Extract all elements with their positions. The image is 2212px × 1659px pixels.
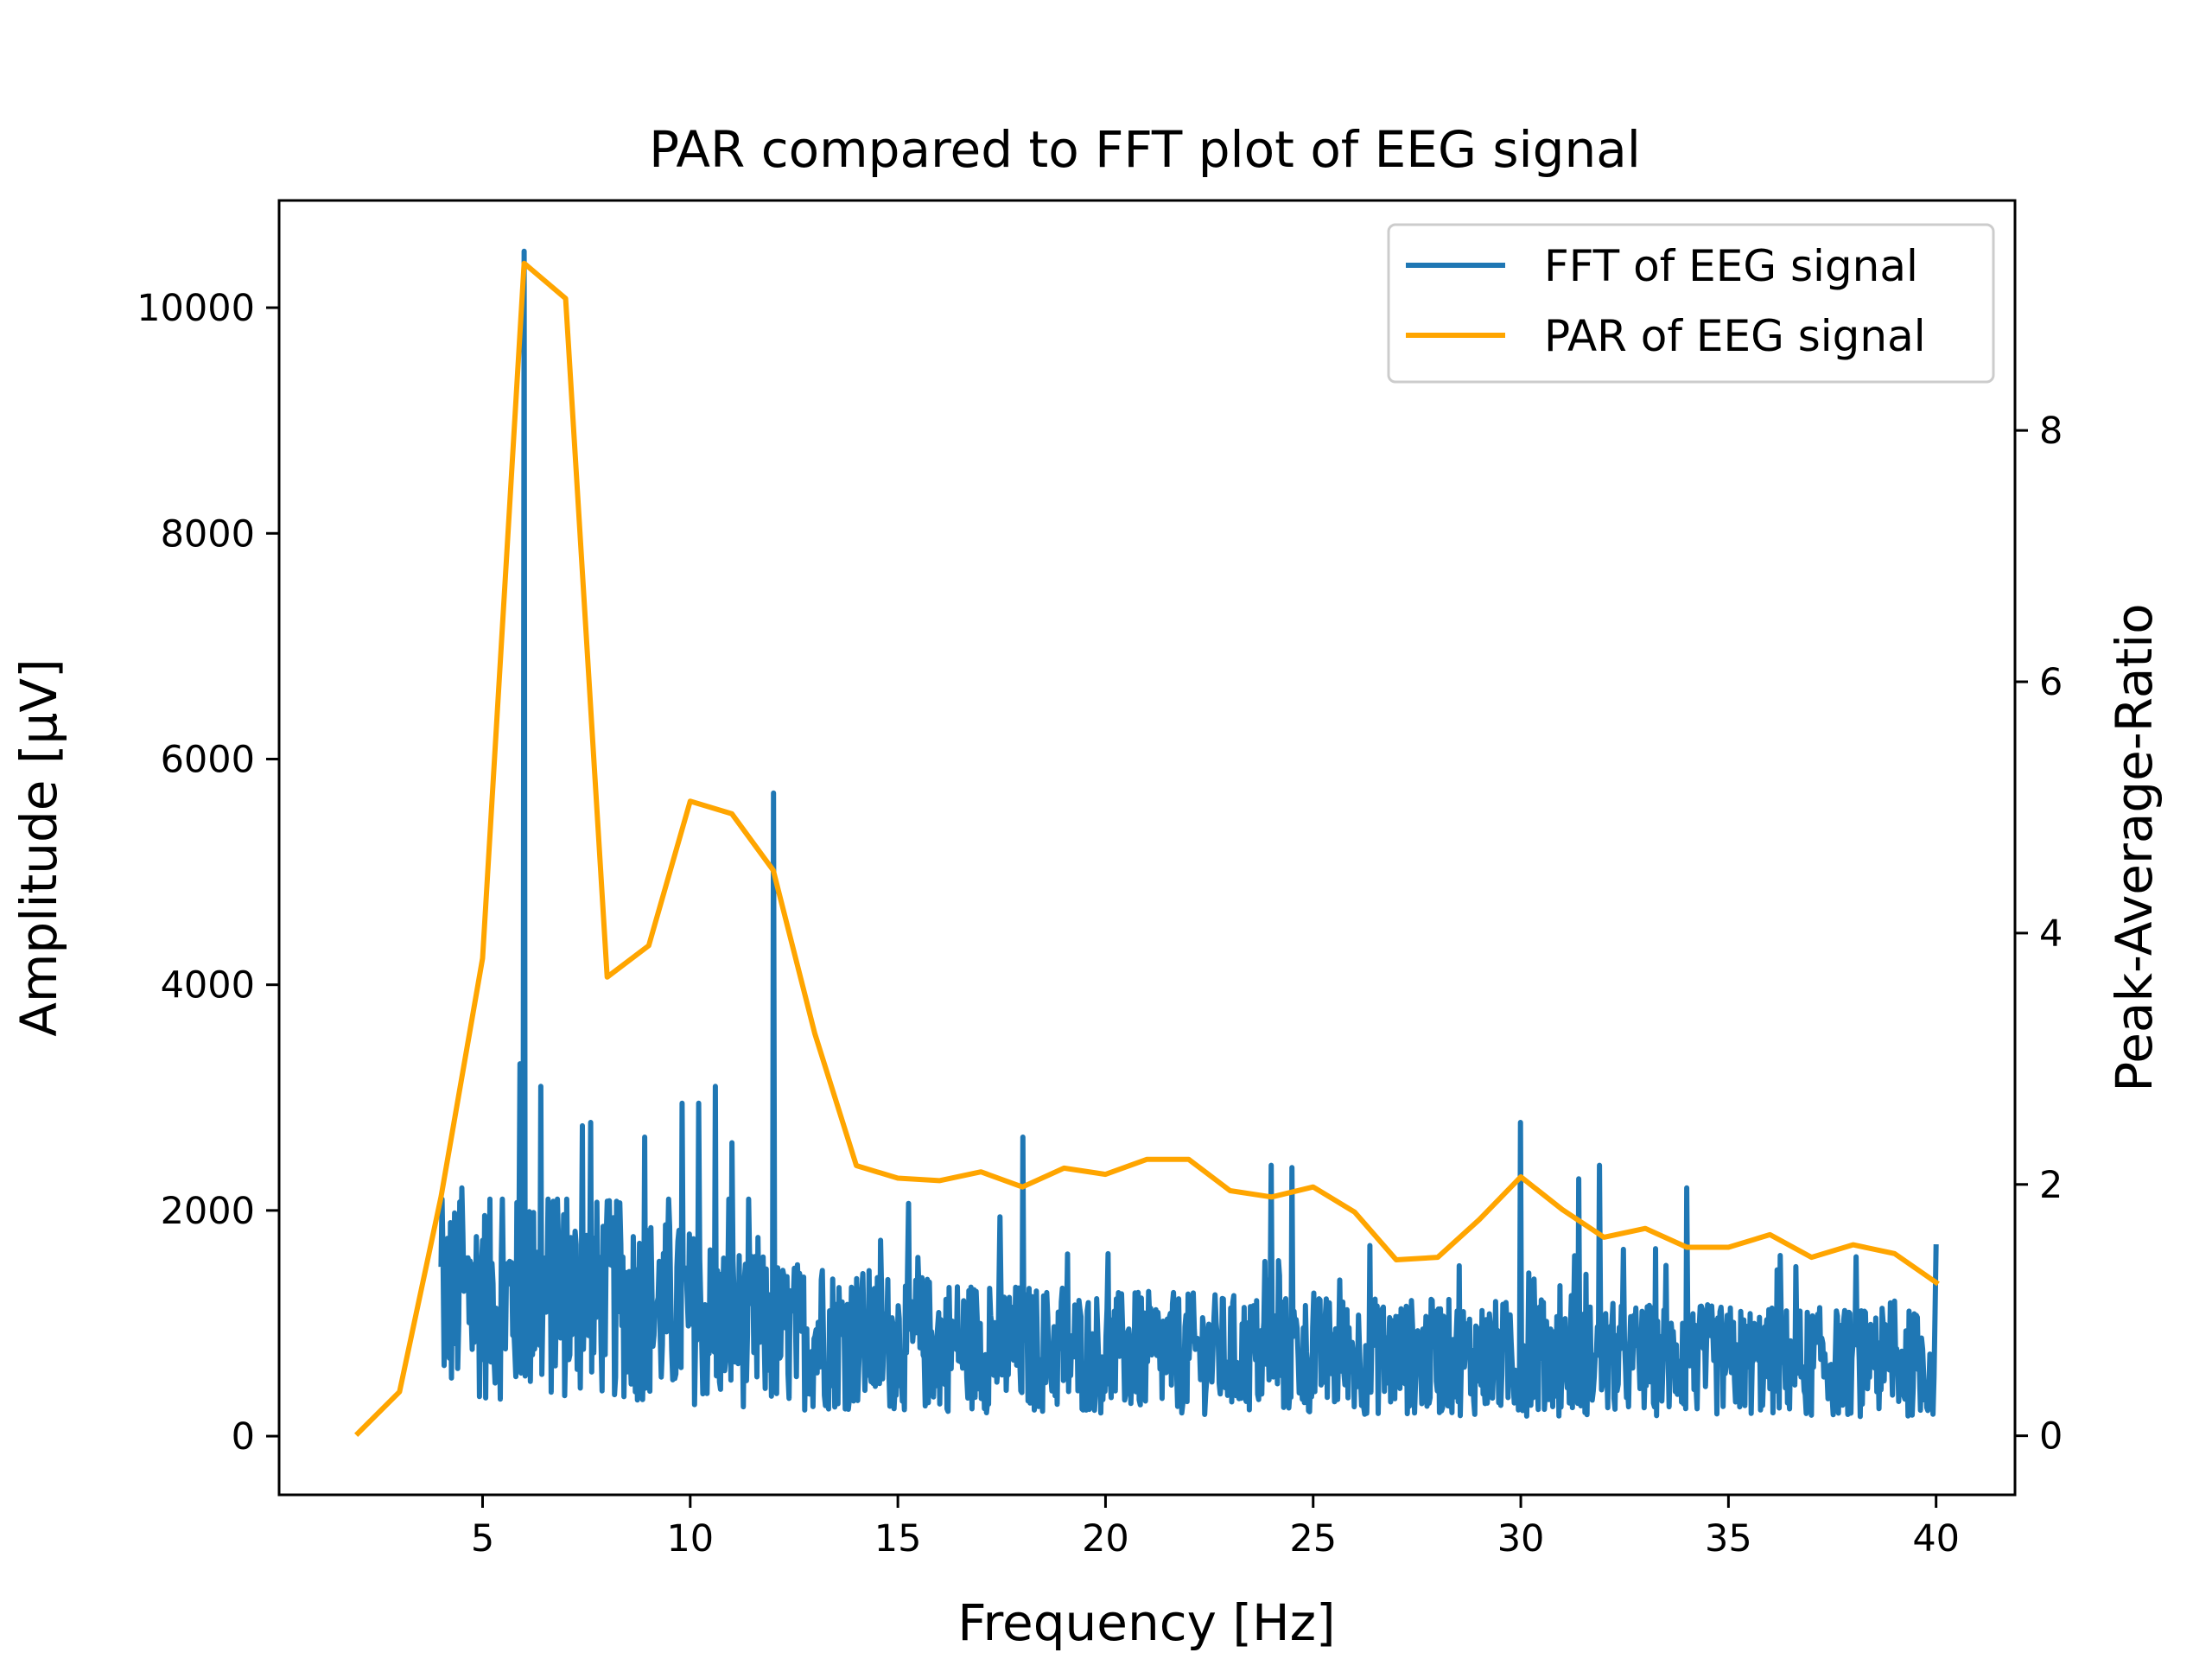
chart-title: PAR compared to FFT plot of EEG signal — [649, 120, 1641, 179]
y-axis-left: 0 2000 4000 6000 8000 10000 — [137, 287, 279, 1459]
legend-box — [1387, 223, 1995, 384]
y-tick-label-left: 6000 — [161, 738, 255, 781]
y-tick-label-right: 0 — [2039, 1415, 2063, 1459]
x-tick-label: 5 — [471, 1517, 494, 1560]
y-tick-label-left: 8000 — [161, 512, 255, 556]
y-axis-label-right: Peak-Average-Ratio — [2105, 603, 2164, 1091]
par-line — [354, 260, 1940, 1437]
y-tick-label-left: 0 — [232, 1415, 255, 1459]
x-tick-label: 20 — [1082, 1517, 1129, 1560]
fft-series — [438, 248, 1939, 1420]
y-axis-right: 0 2 4 6 8 — [2015, 410, 2063, 1459]
y-tick-label-right: 8 — [2039, 410, 2063, 453]
y-tick-label-left: 4000 — [161, 964, 255, 1007]
y-tick-label-left: 10000 — [137, 287, 255, 330]
y-tick-label-left: 2000 — [161, 1190, 255, 1233]
legend-label-par: PAR of EEG signal — [1544, 311, 1926, 361]
x-axis-label: Frequency [Hz] — [957, 1593, 1335, 1652]
legend-label-fft: FFT of EEG signal — [1544, 241, 1918, 291]
x-tick-label: 10 — [666, 1517, 714, 1560]
y-tick-label-right: 6 — [2039, 661, 2063, 704]
x-tick-label: 40 — [1912, 1517, 1960, 1560]
y-tick-label-right: 2 — [2039, 1164, 2063, 1207]
x-tick-label: 15 — [874, 1517, 922, 1560]
x-tick-label: 30 — [1497, 1517, 1545, 1560]
y-tick-label-right: 4 — [2039, 912, 2063, 956]
par-series — [354, 260, 1940, 1437]
x-tick-label: 25 — [1289, 1517, 1337, 1560]
x-axis: 5 10 15 20 25 30 35 40 — [471, 1495, 1960, 1560]
fft-line — [438, 248, 1939, 1420]
legend: FFT of EEG signal PAR of EEG signal — [1387, 223, 1995, 384]
y-axis-label-left: Amplitude [μV] — [10, 658, 68, 1037]
x-tick-label: 35 — [1705, 1517, 1752, 1560]
plot-frame — [277, 199, 2017, 1497]
